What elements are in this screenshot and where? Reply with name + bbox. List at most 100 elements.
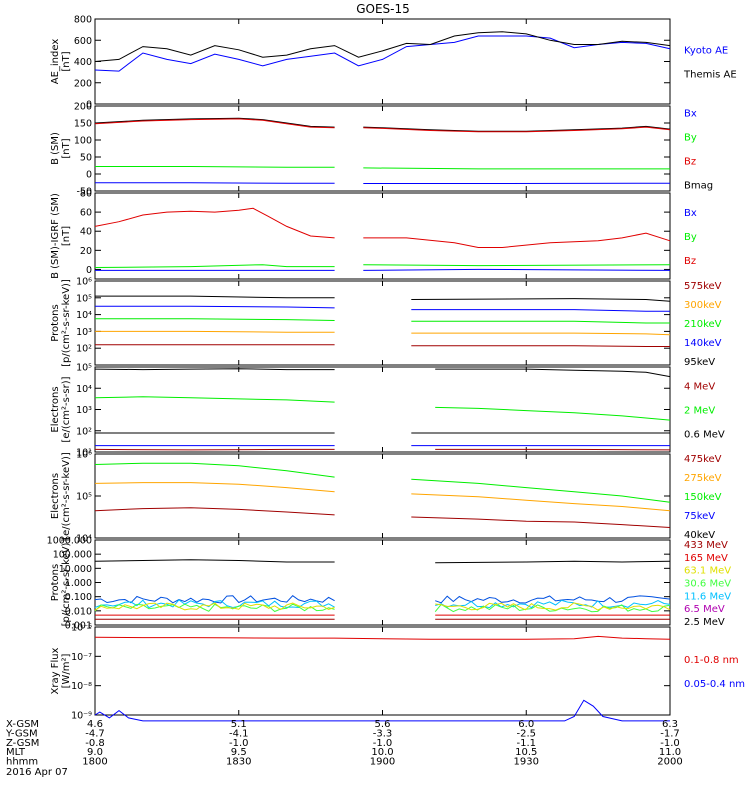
x-row-value: 2000	[657, 757, 682, 768]
series-line	[94, 448, 335, 451]
y-tick-label: 10.000	[59, 564, 92, 575]
series-line	[411, 320, 670, 324]
legend-entry: 2 MeV	[684, 406, 715, 417]
y-axis-label: [e/(cm²-s-sr-keV)]	[61, 452, 72, 540]
y-axis-label: AE_index	[50, 39, 61, 85]
x-row-value: -1.7	[660, 728, 680, 739]
x-row-value: 11.0	[659, 747, 681, 758]
series-line	[435, 406, 671, 421]
y-tick-label: 10⁵	[76, 363, 92, 374]
panel-6: 0.001 0.010 0.100 1.000 10.000 100.000 1000.00…	[47, 536, 732, 632]
series-line	[94, 368, 335, 371]
y-axis-label: Protons	[50, 564, 61, 601]
y-tick-label: 0	[86, 100, 92, 111]
series-line	[94, 396, 335, 403]
legend-entry: 575keV	[684, 281, 722, 292]
series-line	[435, 448, 671, 451]
y-tick-label: 10⁻⁸	[71, 681, 92, 692]
x-row-value: 5.6	[375, 719, 391, 730]
y-tick-label: 10⁻⁷	[71, 652, 92, 663]
y-tick-label: 10³	[76, 327, 92, 338]
series-line	[94, 264, 335, 268]
y-axis-label: [e/(cm²-s-sr)]	[61, 376, 72, 442]
series-line	[411, 332, 671, 336]
y-tick-label: 10⁵	[76, 293, 92, 304]
series-line	[94, 35, 671, 72]
y-axis-label: [W/m²]	[61, 653, 72, 688]
series-line	[411, 298, 671, 302]
x-row-value: 5.1	[231, 719, 247, 730]
legend-entry: Kyoto AE	[684, 46, 728, 57]
legend-entry: Bz	[684, 157, 696, 168]
series-line	[411, 309, 670, 312]
series-line	[95, 305, 335, 309]
x-row-value: -4.7	[85, 728, 105, 739]
y-tick-label: 0.001	[65, 621, 92, 632]
panel-4: 10¹ 10² 10³ 10⁴ 10⁵ Electrons [e/(cm²-s-sr)] 4 …	[50, 363, 725, 459]
y-tick-label: 20	[80, 246, 92, 257]
series-line	[94, 599, 335, 609]
y-tick-label: -50	[76, 187, 92, 198]
panel-frame	[94, 453, 671, 539]
legend-entry: 95keV	[684, 357, 715, 368]
x-row-label: X-GSM	[6, 719, 39, 730]
y-axis-label: B (SM)	[50, 132, 61, 165]
x-row-value: -3.3	[373, 728, 393, 739]
legend-entry: 433 MeV	[684, 540, 728, 551]
legend-entry: 0.1-0.8 nm	[684, 655, 739, 666]
legend-entry: Themis AE	[683, 70, 737, 81]
series-line	[363, 264, 671, 267]
legend-entry: 6.5 MeV	[684, 604, 725, 615]
x-row-label: Y-GSM	[5, 728, 38, 739]
series-line	[94, 602, 335, 611]
y-tick-label: 1.000	[65, 578, 92, 589]
y-axis-label: [nT]	[61, 51, 72, 71]
x-axis-labels: X-GSM 4.6 5.1 5.6 6.0 6.3 Y-GSM -4.7 -4.1 -3.3 -2.…	[5, 719, 683, 768]
y-axis-label: [p/(cm²-s-sr-keV)]	[61, 279, 72, 367]
series-line	[411, 516, 671, 528]
y-axis-label: [nT]	[61, 138, 72, 158]
panel-7: 10⁻⁹ 10⁻⁸ 10⁻⁷ 10⁻⁶ Xray Flux [W/m²] 0.1-0.8 n…	[50, 623, 745, 722]
y-tick-label: 10⁴	[76, 384, 92, 395]
x-row-value: -2.5	[516, 728, 536, 739]
legend-entry: 11.6 MeV	[684, 591, 731, 602]
panel-3: 10² 10³ 10⁴ 10⁵ 10⁶ Protons [p/(cm²-s-sr-keV)]…	[50, 277, 722, 369]
y-tick-label: 10⁻⁹	[71, 711, 92, 722]
legend-entry: 150keV	[684, 492, 722, 503]
date-label: 2016 Apr 07	[6, 767, 68, 778]
y-axis-label: B (SM)-IGRF (SM)	[50, 193, 61, 279]
y-tick-label: 200	[74, 78, 92, 89]
y-tick-label: 10²	[76, 426, 92, 437]
series-line	[95, 295, 335, 299]
y-axis-label: Electrons	[50, 473, 61, 519]
x-row-value: 10.0	[371, 747, 393, 758]
panel-frame	[94, 280, 671, 366]
y-tick-label: 0.010	[65, 606, 92, 617]
legend-entry: 4 MeV	[684, 382, 715, 393]
y-tick-label: 10⁶	[76, 450, 92, 461]
x-row-value: 6.0	[518, 719, 534, 730]
series-line	[435, 602, 671, 611]
series-line	[94, 603, 335, 613]
x-row-value: 4.6	[87, 719, 103, 730]
y-tick-label: 1000.000	[47, 536, 92, 547]
legend-entry: 30.6 MeV	[684, 579, 731, 590]
y-tick-label: 0	[86, 265, 92, 276]
y-axis-label: Xray Flux	[50, 647, 61, 694]
x-row-value: 10.5	[515, 747, 537, 758]
panel-frame	[94, 539, 671, 626]
legend-entry: Bx	[684, 109, 697, 120]
legend-entry: By	[684, 133, 697, 144]
x-row-value: -0.8	[85, 738, 105, 749]
legend-entry: 0.6 MeV	[684, 430, 725, 441]
series-line	[94, 559, 335, 563]
legend-entry: 140keV	[684, 338, 722, 349]
x-row-value: 1830	[226, 757, 251, 768]
legend-entry: Bz	[684, 256, 696, 267]
y-tick-label: 200	[74, 102, 92, 113]
y-tick-label: 80	[80, 189, 92, 200]
legend-entry: 2.5 MeV	[684, 617, 725, 628]
legend-entry: 40keV	[684, 530, 715, 541]
